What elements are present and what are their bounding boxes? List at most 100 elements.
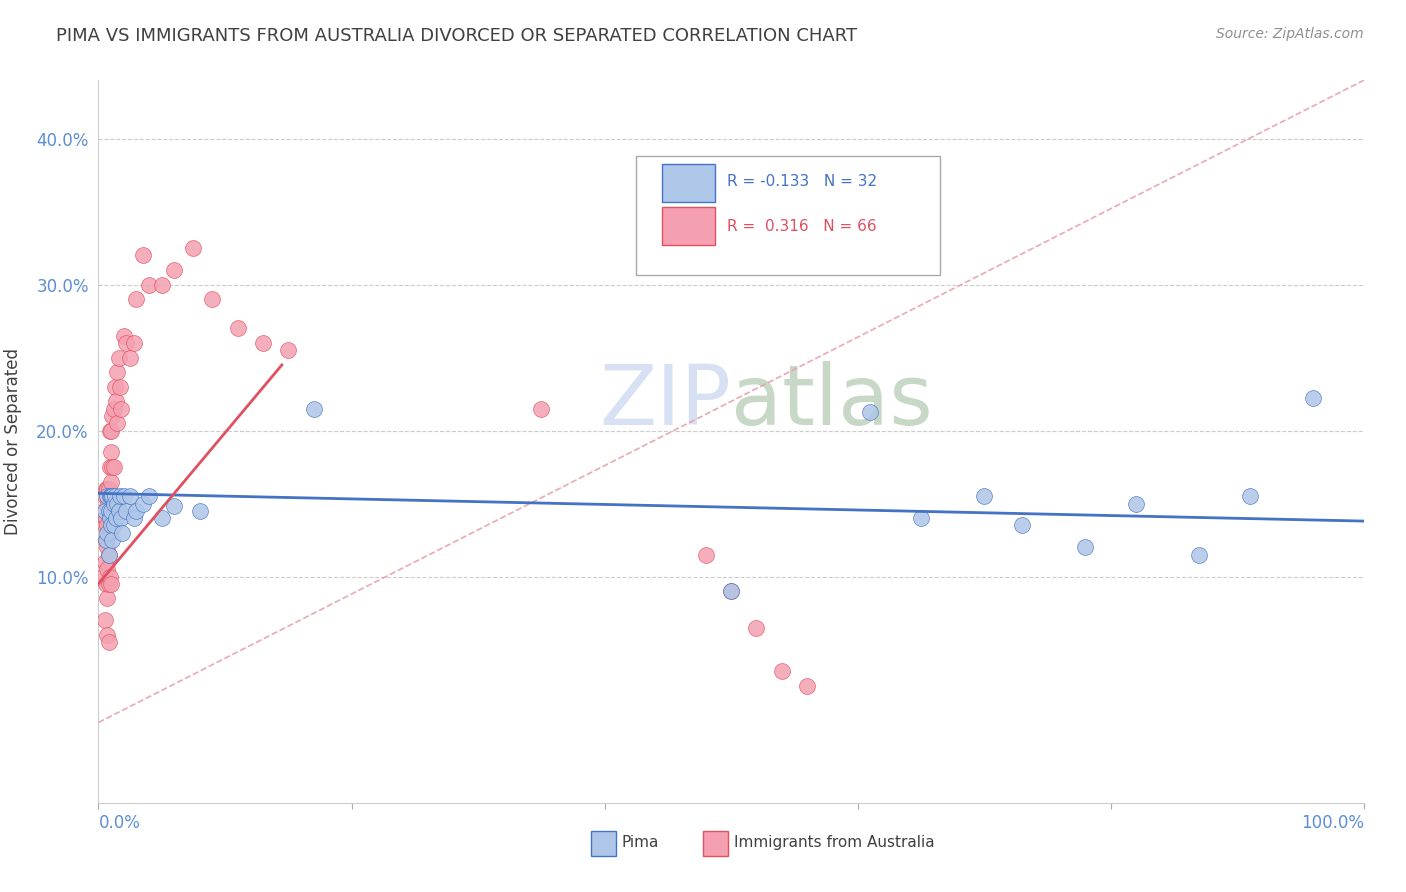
Point	[107, 417, 129, 431]
Text: ZIP: ZIP	[599, 361, 731, 442]
Point	[94, 533, 117, 547]
Point	[201, 292, 224, 306]
Point	[98, 424, 121, 438]
Point	[163, 263, 186, 277]
Text: R = -0.133   N = 32: R = -0.133 N = 32	[727, 174, 877, 189]
Text: Source: ZipAtlas.com: Source: ZipAtlas.com	[1216, 27, 1364, 41]
Point	[226, 321, 249, 335]
FancyBboxPatch shape	[636, 156, 941, 276]
Point	[101, 533, 124, 547]
Text: atlas: atlas	[731, 361, 932, 442]
Point	[132, 497, 155, 511]
Point	[103, 497, 125, 511]
Point	[695, 548, 717, 562]
Point	[132, 248, 155, 262]
Bar	[661, 208, 714, 245]
Point	[100, 475, 122, 489]
Point	[105, 394, 128, 409]
Point	[98, 569, 121, 583]
Point	[110, 401, 132, 416]
Point	[96, 562, 118, 576]
Point	[1188, 548, 1211, 562]
Point	[94, 511, 117, 525]
Point	[96, 518, 118, 533]
Point	[115, 504, 138, 518]
Point	[98, 489, 121, 503]
Point	[93, 555, 117, 569]
Point	[188, 504, 211, 518]
Point	[98, 489, 121, 503]
Point	[100, 445, 122, 459]
Point	[120, 351, 141, 365]
Point	[108, 489, 131, 503]
Point	[97, 548, 120, 562]
Point	[97, 635, 120, 649]
Point	[105, 511, 128, 525]
Point	[96, 500, 118, 514]
Point	[1239, 489, 1261, 503]
Point	[96, 628, 118, 642]
Point	[100, 489, 122, 503]
Point	[103, 460, 125, 475]
Point	[125, 292, 148, 306]
Point	[115, 336, 138, 351]
Point	[100, 577, 122, 591]
Point	[107, 351, 129, 365]
Point	[252, 336, 274, 351]
Point	[97, 504, 120, 518]
Point	[96, 591, 118, 606]
Point	[93, 613, 117, 627]
Point	[1125, 497, 1147, 511]
Point	[107, 497, 129, 511]
Point	[97, 482, 120, 496]
Point	[720, 584, 742, 599]
Point	[101, 409, 124, 423]
Text: Immigrants from Australia: Immigrants from Australia	[734, 836, 935, 850]
Point	[1011, 518, 1033, 533]
Text: PIMA VS IMMIGRANTS FROM AUSTRALIA DIVORCED OR SEPARATED CORRELATION CHART: PIMA VS IMMIGRANTS FROM AUSTRALIA DIVORC…	[56, 27, 858, 45]
Point	[112, 328, 135, 343]
Point	[98, 511, 121, 525]
Y-axis label: Divorced or Separated: Divorced or Separated	[4, 348, 22, 535]
Text: R =  0.316   N = 66: R = 0.316 N = 66	[727, 219, 877, 234]
Point	[93, 569, 115, 583]
Point	[104, 489, 127, 503]
Text: Pima: Pima	[621, 836, 659, 850]
Point	[107, 504, 129, 518]
Point	[112, 489, 135, 503]
Point	[93, 489, 117, 503]
Point	[125, 504, 148, 518]
Point	[122, 336, 145, 351]
Bar	[661, 164, 714, 202]
Point	[138, 277, 160, 292]
Point	[96, 489, 118, 503]
Point	[93, 518, 117, 533]
Point	[100, 424, 122, 438]
Point	[1302, 392, 1324, 406]
Point	[163, 500, 186, 514]
Point	[97, 577, 120, 591]
Point	[101, 460, 124, 475]
Point	[120, 489, 141, 503]
Point	[97, 525, 120, 540]
Point	[96, 525, 118, 540]
Point	[150, 277, 173, 292]
Point	[277, 343, 299, 358]
Point	[94, 482, 117, 496]
Point	[96, 482, 118, 496]
Point	[101, 489, 124, 503]
Point	[93, 504, 117, 518]
Point	[183, 241, 205, 255]
Point	[110, 511, 132, 525]
Point	[111, 525, 134, 540]
Text: 100.0%: 100.0%	[1301, 814, 1364, 832]
Point	[108, 380, 131, 394]
Point	[122, 511, 145, 525]
Point	[103, 401, 125, 416]
Point	[96, 541, 118, 555]
Point	[94, 577, 117, 591]
Point	[770, 665, 793, 679]
Point	[104, 380, 127, 394]
Point	[103, 518, 125, 533]
Point	[910, 511, 932, 525]
